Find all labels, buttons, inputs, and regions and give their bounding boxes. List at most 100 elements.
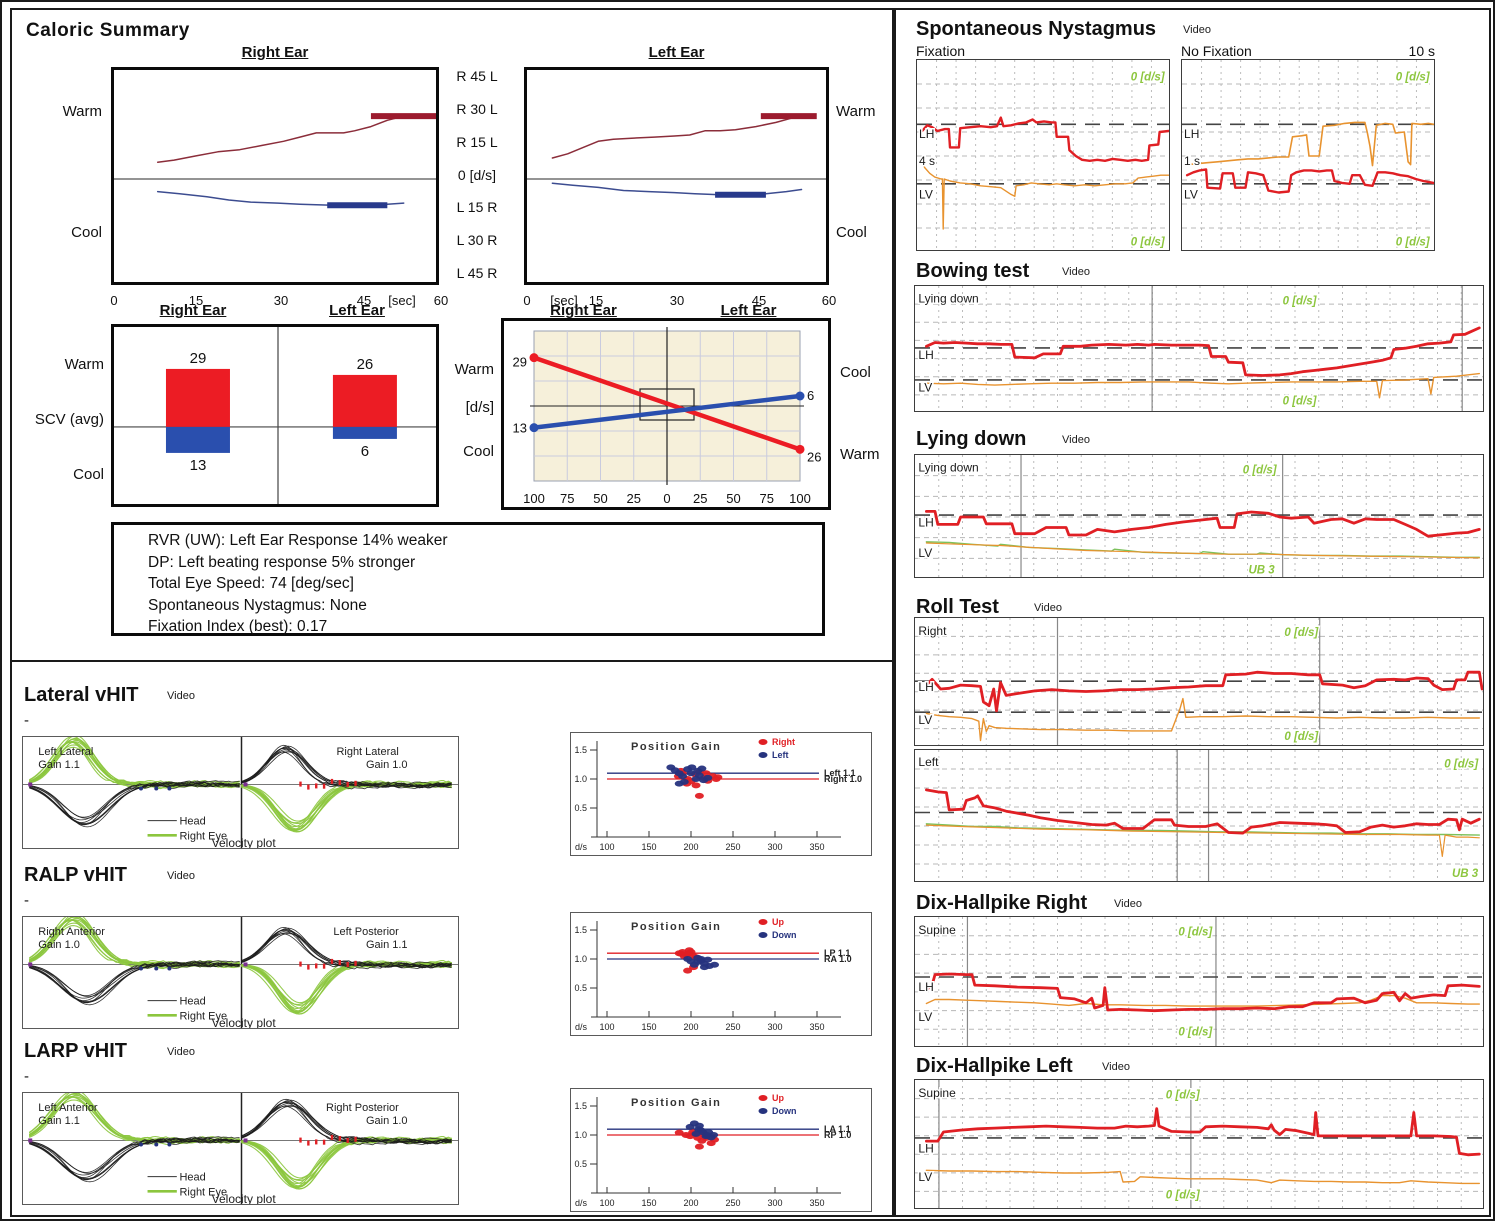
- svg-text:250: 250: [725, 1022, 740, 1032]
- svg-text:0.5: 0.5: [574, 803, 587, 813]
- svg-text:50: 50: [593, 491, 607, 506]
- svg-text:Lying down: Lying down: [918, 292, 978, 306]
- svg-text:13: 13: [190, 457, 207, 474]
- left-ear-xtick: 0: [523, 293, 531, 308]
- fixation-index-line: Fixation Index (best): 0.17: [148, 618, 328, 635]
- svg-text:LP 1.1: LP 1.1: [824, 948, 850, 958]
- bowing-test-section: Bowing test Video Lying down 0 [d/s] LH LV 0…: [896, 260, 1493, 420]
- fixation-trace-chart: 0 [d/s] LH 4 s LV 0 [d/s]: [916, 59, 1170, 251]
- svg-text:350: 350: [809, 1022, 824, 1032]
- right-ear-warm-label: Warm: [62, 103, 102, 120]
- ralp-vhit-dash: -: [24, 892, 29, 909]
- bowing-trace-chart: Lying down 0 [d/s] LH LV 0 [d/s]: [914, 285, 1484, 412]
- svg-text:LV: LV: [918, 546, 932, 560]
- svg-text:1.5: 1.5: [574, 925, 587, 935]
- svg-text:200: 200: [683, 1198, 698, 1208]
- svg-text:250: 250: [725, 1198, 740, 1208]
- svg-text:d/s: d/s: [575, 842, 588, 852]
- svg-text:200: 200: [683, 842, 698, 852]
- svg-text:Left Anterior: Left Anterior: [38, 1102, 98, 1114]
- scv-left-ear-title: Left Ear: [329, 302, 385, 319]
- dh-right-video-label: Video: [1114, 898, 1142, 910]
- dh-right-trace-chart: Supine 0 [d/s] LH LV 0 [d/s]: [914, 916, 1484, 1047]
- svg-text:300: 300: [767, 842, 782, 852]
- caloric-yaxis-label: L 45 R: [456, 265, 498, 281]
- lying-down-title: Lying down: [916, 428, 1027, 450]
- svg-text:LH: LH: [1184, 127, 1199, 141]
- svg-text:1.0: 1.0: [574, 954, 587, 964]
- svg-text:Gain 1.0: Gain 1.0: [366, 1115, 408, 1127]
- butterfly-unit-label: [d/s]: [465, 399, 494, 416]
- svg-text:100: 100: [789, 491, 811, 506]
- fixation-label: Fixation: [916, 43, 966, 59]
- caloric-summary-panel: Caloric Summary Right Ear Warm Cool 0 15…: [10, 8, 894, 662]
- svg-text:0.5: 0.5: [574, 1159, 587, 1169]
- svg-text:UB 3: UB 3: [1248, 565, 1275, 577]
- total-eye-speed-line: Total Eye Speed: 74 [deg/sec]: [148, 575, 354, 592]
- left-ear-warm-label: Warm: [836, 103, 876, 120]
- svg-text:0: 0: [663, 491, 670, 506]
- svg-text:Head: Head: [179, 816, 205, 828]
- svg-text:LH: LH: [918, 516, 933, 530]
- svg-text:50: 50: [726, 491, 740, 506]
- right-ear-xtick: 15: [188, 293, 204, 308]
- lateral-vhit-video-label: Video: [167, 690, 195, 702]
- svg-text:LH: LH: [919, 127, 934, 141]
- caloric-summary-title: Caloric Summary: [26, 20, 190, 41]
- left-ear-plot-title: Left Ear: [648, 44, 705, 61]
- svg-text:Right: Right: [772, 737, 795, 747]
- right-ear-caloric-chart: [111, 67, 439, 285]
- svg-text:LV: LV: [918, 381, 932, 395]
- dix-hallpike-left-title: Dix-Hallpike Left: [916, 1055, 1073, 1077]
- svg-text:26: 26: [357, 356, 374, 373]
- svg-text:250: 250: [725, 842, 740, 852]
- dix-hallpike-right-section: Dix-Hallpike Right Video Supine 0 [d/s] LH…: [896, 892, 1493, 1052]
- svg-text:Velocity plot: Velocity plot: [212, 836, 277, 849]
- caloric-yaxis-label: 0 [d/s]: [457, 167, 497, 183]
- svg-text:d/s: d/s: [575, 1022, 588, 1032]
- svg-text:Gain 1.1: Gain 1.1: [38, 759, 80, 771]
- svg-text:LV: LV: [1184, 187, 1198, 201]
- svg-text:LV: LV: [918, 713, 932, 727]
- svg-text:LV: LV: [918, 1010, 932, 1024]
- right-ear-xtick: 30: [273, 293, 289, 308]
- svg-text:0 [d/s]: 0 [d/s]: [1396, 71, 1431, 83]
- svg-text:Velocity plot: Velocity plot: [212, 1016, 277, 1029]
- no-fixation-trace-chart: 0 [d/s] LH 1 s LV 0 [d/s]: [1181, 59, 1435, 251]
- svg-text:1.5: 1.5: [574, 745, 587, 755]
- no-fixation-label: No Fixation: [1181, 43, 1252, 59]
- svg-text:RA 1.0: RA 1.0: [824, 954, 852, 964]
- svg-text:LV: LV: [919, 187, 933, 201]
- svg-text:0 [d/s]: 0 [d/s]: [1166, 1089, 1201, 1101]
- dix-hallpike-right-title: Dix-Hallpike Right: [916, 892, 1088, 914]
- larp-vhit-video-label: Video: [167, 1046, 195, 1058]
- svg-text:0 [d/s]: 0 [d/s]: [1283, 395, 1318, 407]
- svg-text:Right Anterior: Right Anterior: [38, 926, 105, 938]
- butterfly-warm-right-label: Warm: [840, 446, 880, 463]
- svg-text:Left 1.1: Left 1.1: [824, 768, 856, 778]
- svg-text:350: 350: [809, 842, 824, 852]
- svg-text:1.0: 1.0: [574, 774, 587, 784]
- svg-text:RP 1.0: RP 1.0: [824, 1130, 851, 1140]
- dh-left-video-label: Video: [1102, 1061, 1130, 1073]
- lying-down-section: Lying down Video Lying down 0 [d/s] LH LV UB…: [896, 428, 1493, 586]
- svg-text:25: 25: [627, 491, 641, 506]
- svg-text:Left Posterior: Left Posterior: [333, 926, 399, 938]
- ralp-vhit-title: RALP vHIT: [24, 864, 127, 886]
- left-ear-xtick: [sec]: [550, 293, 578, 308]
- svg-text:Left: Left: [918, 755, 939, 769]
- svg-text:0 [d/s]: 0 [d/s]: [1284, 627, 1319, 639]
- svg-text:LH: LH: [918, 1141, 933, 1155]
- roll-left-trace-chart: Left 0 [d/s] UB 3: [914, 749, 1484, 882]
- svg-text:100: 100: [523, 491, 545, 506]
- bowing-test-title: Bowing test: [916, 260, 1030, 282]
- svg-text:150: 150: [641, 842, 656, 852]
- svg-text:UB 3: UB 3: [1452, 868, 1479, 880]
- svg-text:LA 1.1: LA 1.1: [824, 1124, 851, 1134]
- lying-video-label: Video: [1062, 434, 1090, 446]
- lateral-vhit-title: Lateral vHIT: [24, 684, 139, 706]
- right-ear-xtick: 45: [356, 293, 372, 308]
- duration-label: 10 s: [1408, 43, 1435, 59]
- svg-text:LH: LH: [918, 980, 933, 994]
